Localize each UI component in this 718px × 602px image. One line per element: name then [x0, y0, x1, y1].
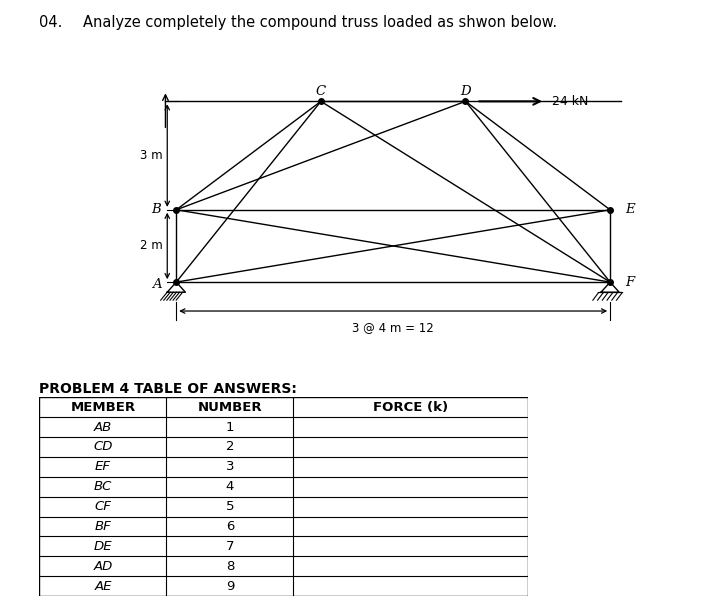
- Text: 2: 2: [225, 441, 234, 453]
- Text: 3 m: 3 m: [140, 149, 162, 162]
- Text: CD: CD: [93, 441, 113, 453]
- Text: 3 @ 4 m = 12: 3 @ 4 m = 12: [353, 321, 434, 334]
- Text: BC: BC: [94, 480, 112, 493]
- Text: AD: AD: [93, 560, 113, 573]
- Text: Analyze completely the compound truss loaded as shwon below.: Analyze completely the compound truss lo…: [83, 15, 556, 30]
- Text: D: D: [460, 85, 471, 98]
- Text: FORCE (k): FORCE (k): [373, 401, 448, 414]
- Text: A: A: [151, 279, 162, 291]
- Text: AB: AB: [94, 421, 112, 433]
- Text: 6: 6: [225, 520, 234, 533]
- Text: 9: 9: [225, 580, 234, 592]
- Text: MEMBER: MEMBER: [70, 401, 136, 414]
- Text: 5: 5: [225, 500, 234, 513]
- Text: BF: BF: [95, 520, 111, 533]
- Text: EF: EF: [95, 461, 111, 473]
- Text: 8: 8: [225, 560, 234, 573]
- Text: 3: 3: [225, 461, 234, 473]
- Text: B: B: [151, 203, 162, 216]
- Text: NUMBER: NUMBER: [197, 401, 262, 414]
- Text: 04.: 04.: [39, 15, 63, 30]
- Text: 4: 4: [225, 480, 234, 493]
- Text: C: C: [316, 85, 326, 98]
- Text: E: E: [625, 203, 635, 216]
- Text: 24 kN: 24 kN: [552, 95, 589, 108]
- Text: 7: 7: [225, 540, 234, 553]
- Text: CF: CF: [95, 500, 111, 513]
- Text: 1: 1: [225, 421, 234, 433]
- Text: AE: AE: [94, 580, 112, 592]
- Text: F: F: [625, 276, 635, 288]
- Text: DE: DE: [93, 540, 112, 553]
- Text: 2 m: 2 m: [139, 240, 162, 252]
- Text: PROBLEM 4 TABLE OF ANSWERS:: PROBLEM 4 TABLE OF ANSWERS:: [39, 382, 297, 396]
